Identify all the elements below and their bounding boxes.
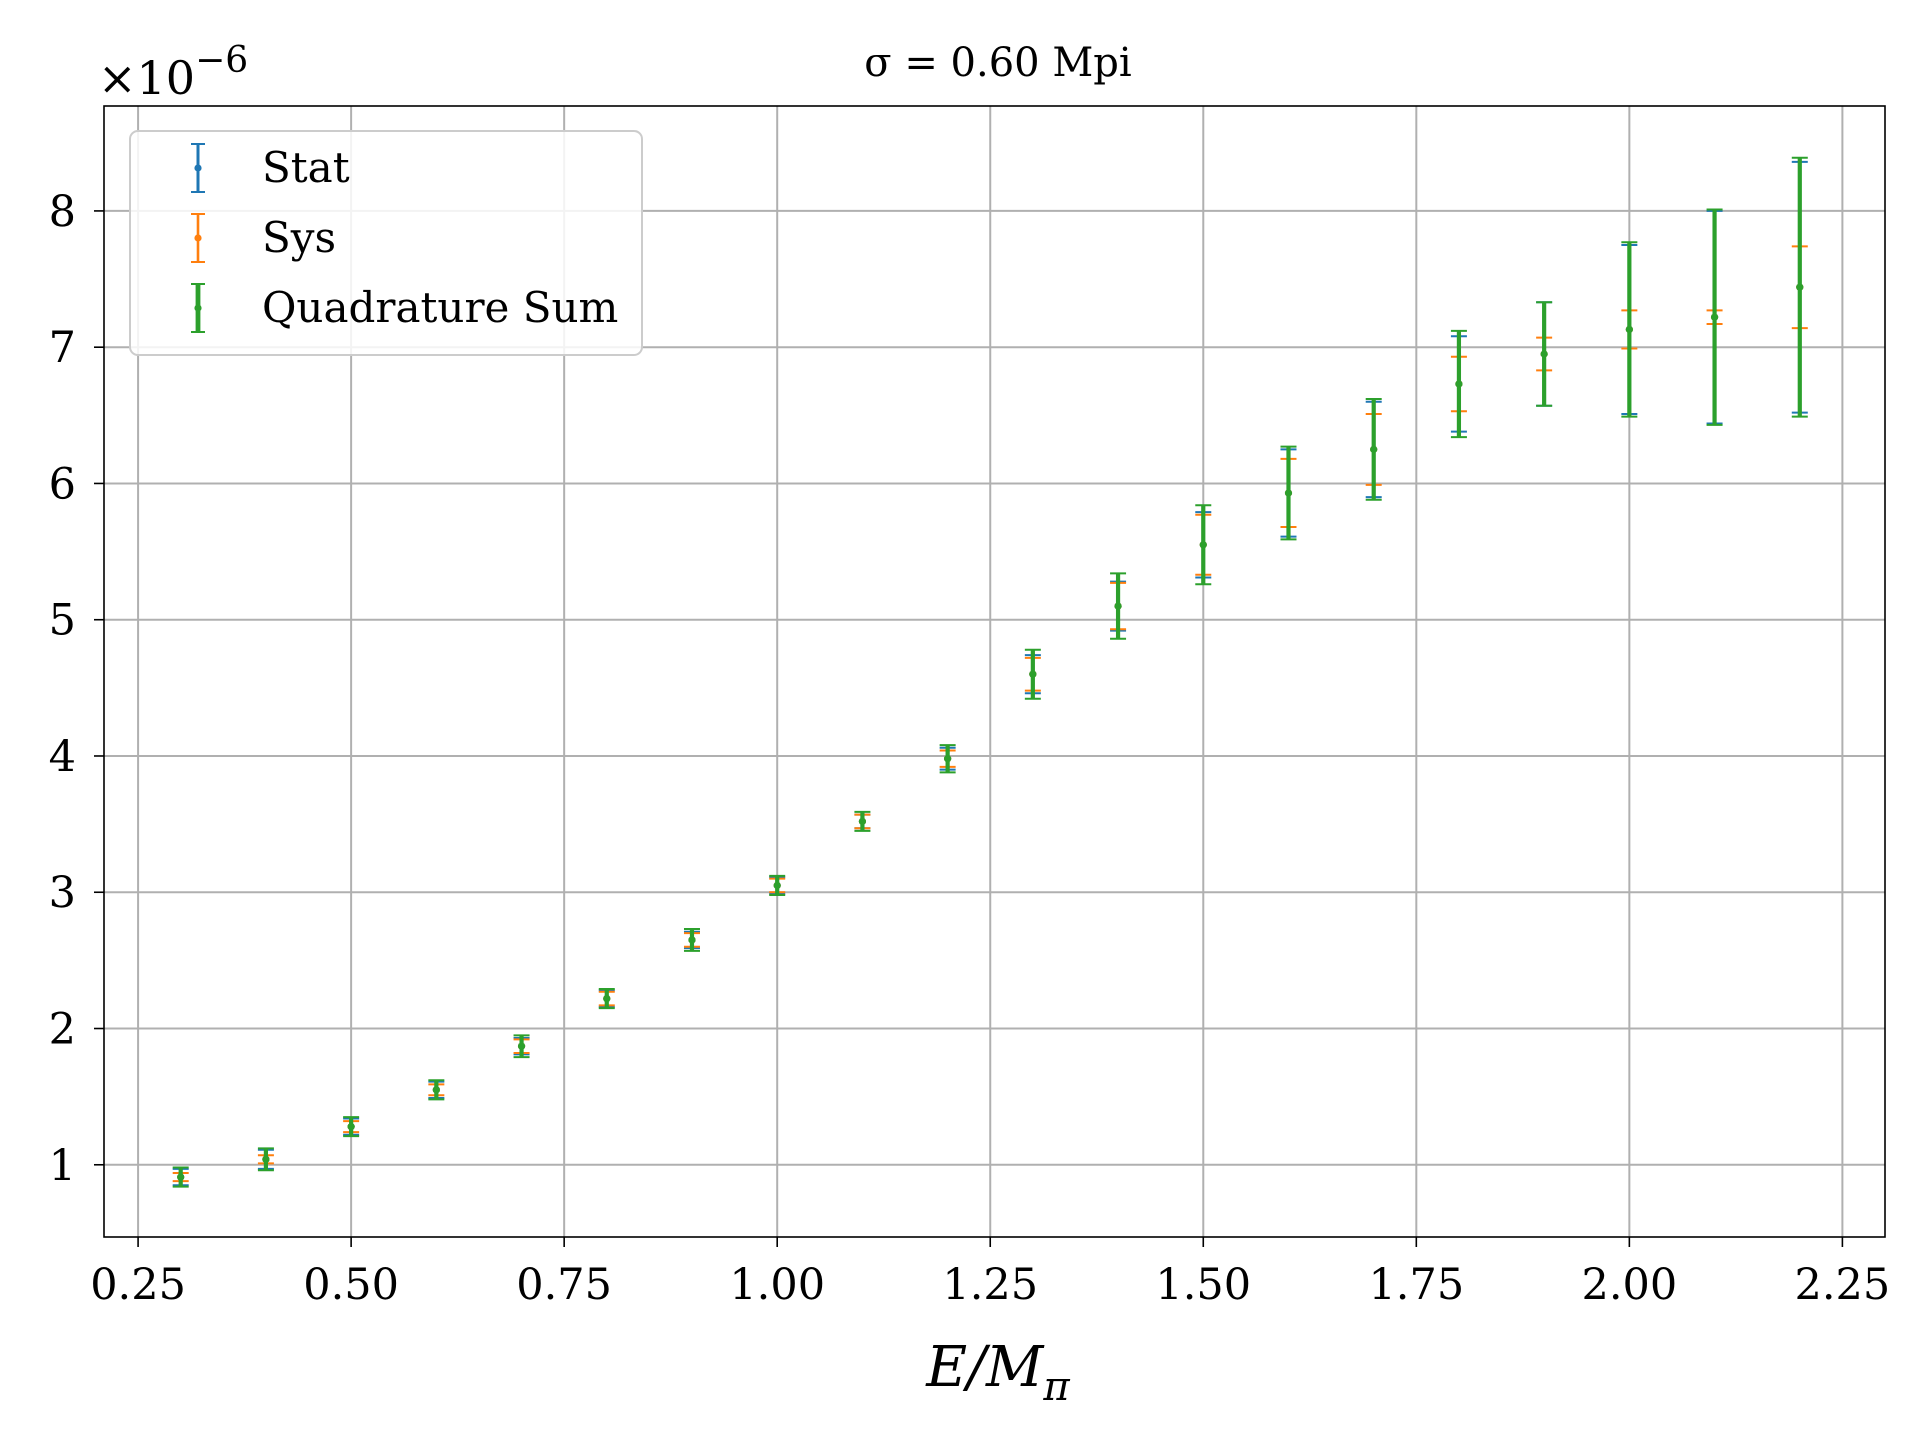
y-tick-label: 7 — [49, 323, 76, 373]
data-point — [1114, 602, 1122, 610]
data-point — [858, 817, 867, 825]
y-tick-label: 2 — [49, 1005, 76, 1055]
data-point — [262, 1155, 270, 1163]
x-tick-label: 1.25 — [942, 1260, 1038, 1310]
data-point — [1455, 380, 1463, 388]
x-tick-label: 1.75 — [1368, 1260, 1464, 1310]
series-quadrature-sum — [172, 156, 1808, 1188]
x-tick-label: 0.50 — [303, 1260, 399, 1310]
y-offset-label: ×10−6 — [98, 40, 248, 105]
y-tick-label: 1 — [49, 1141, 76, 1191]
y-tick-label: 3 — [49, 868, 76, 918]
x-tick-label: 0.25 — [90, 1260, 186, 1310]
error-bars — [172, 156, 1808, 1188]
legend-label: Sys — [262, 213, 336, 262]
axis-ticks: 0.25 0.50 0.75 1.00 1.25 1.50 1.75 2.00 2.25 1 2 3 4… — [49, 187, 1891, 1310]
y-tick-label: 6 — [49, 459, 76, 509]
legend-swatch-point — [194, 234, 202, 242]
x-axis-label-subscript: π — [1042, 1364, 1070, 1410]
y-offset-base: ×10 — [98, 51, 195, 105]
data-point — [944, 755, 952, 763]
y-offset-exponent: −6 — [195, 40, 248, 81]
x-tick-label: 2.00 — [1581, 1260, 1677, 1310]
x-axis-label: E/Mπ — [925, 1335, 1070, 1410]
y-tick-label: 4 — [49, 732, 76, 782]
data-point — [603, 994, 611, 1003]
data-point — [1199, 541, 1207, 549]
y-tick-label: 8 — [49, 187, 76, 237]
data-point — [1796, 283, 1804, 291]
x-axis-label-main: E/M — [925, 1335, 1045, 1400]
x-tick-label: 1.00 — [729, 1260, 825, 1310]
data-point — [773, 881, 781, 890]
x-tick-label: 2.25 — [1795, 1260, 1891, 1310]
data-point — [1625, 325, 1633, 334]
data-point — [177, 1173, 185, 1181]
y-tick-label: 5 — [49, 596, 76, 646]
legend-box — [129, 130, 643, 356]
data-point — [1370, 445, 1378, 453]
x-tick-label: 0.75 — [516, 1260, 612, 1310]
data-point — [432, 1086, 440, 1094]
legend-label: Stat — [262, 143, 350, 192]
data-point — [1284, 489, 1293, 497]
legend-swatch-point — [194, 164, 202, 172]
data-point — [1029, 670, 1037, 678]
legend: Stat Sys Quadrature Sum — [129, 130, 643, 356]
data-point — [688, 936, 696, 944]
data-point — [347, 1123, 355, 1131]
plot-frame — [103, 105, 1886, 1238]
data-point — [1540, 350, 1548, 358]
data-point — [517, 1042, 526, 1050]
chart-title: σ = 0.60 Mpi — [864, 40, 1131, 86]
data-point — [1710, 313, 1719, 321]
legend-swatch-point — [194, 304, 202, 312]
legend-label: Quadrature Sum — [262, 283, 618, 332]
x-tick-label: 1.50 — [1155, 1260, 1251, 1310]
